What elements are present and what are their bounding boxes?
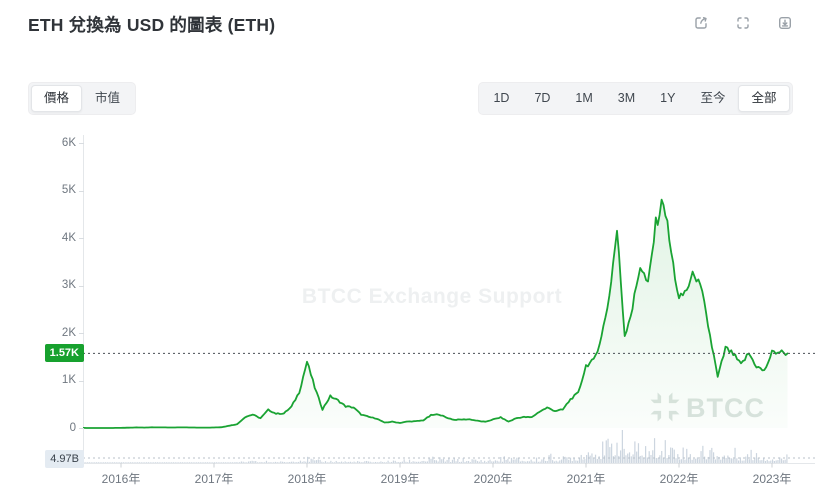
price-chart-svg bbox=[83, 135, 815, 468]
range-1y[interactable]: 1Y bbox=[648, 86, 688, 111]
range-1m[interactable]: 1M bbox=[563, 86, 605, 111]
x-axis-label: 2016年 bbox=[101, 472, 141, 486]
y-axis-tick bbox=[79, 285, 84, 287]
x-axis-label: 2022年 bbox=[659, 472, 699, 486]
x-axis-label: 2020年 bbox=[473, 472, 513, 486]
header: ETH 兌換為 USD 的圖表 (ETH) bbox=[28, 8, 797, 37]
current-volume-badge: 4.97B bbox=[45, 450, 84, 468]
y-axis-tick bbox=[79, 380, 84, 382]
range-all[interactable]: 全部 bbox=[737, 85, 790, 112]
y-axis-label: 0 bbox=[69, 421, 76, 434]
y-axis-label: 4K bbox=[61, 231, 76, 244]
fullscreen-icon bbox=[733, 13, 755, 33]
range-1d[interactable]: 1D bbox=[481, 86, 522, 111]
x-axis-label: 2023年 bbox=[752, 472, 792, 486]
y-axis-label: 6K bbox=[61, 136, 76, 149]
x-axis-label: 2019年 bbox=[380, 472, 420, 486]
page-title: ETH 兌換為 USD 的圖表 (ETH) bbox=[28, 15, 276, 35]
x-axis-label: 2018年 bbox=[287, 472, 327, 486]
y-axis-tick bbox=[79, 238, 84, 239]
range-selector: 1D 7D 1M 3M 1Y 至今 全部 bbox=[477, 82, 793, 115]
controls-row: 價格 市值 1D 7D 1M 3M 1Y 至今 全部 bbox=[28, 82, 793, 115]
range-7d[interactable]: 7D bbox=[522, 86, 563, 111]
download-icon bbox=[775, 13, 797, 33]
metric-tabs: 價格 市值 bbox=[28, 82, 137, 115]
download-button[interactable] bbox=[775, 12, 797, 34]
y-axis-tick bbox=[79, 143, 84, 144]
header-actions bbox=[691, 8, 797, 34]
y-axis-label: 5K bbox=[61, 184, 76, 196]
y-axis-tick bbox=[79, 428, 84, 429]
range-3m[interactable]: 3M bbox=[605, 86, 647, 111]
tab-price[interactable]: 價格 bbox=[31, 85, 83, 112]
y-axis-label: 1K bbox=[61, 374, 76, 386]
share-button[interactable] bbox=[691, 12, 713, 34]
x-axis-label: 2021年 bbox=[566, 472, 606, 486]
current-price-badge: 1.57K bbox=[44, 344, 84, 362]
y-axis-tick bbox=[79, 333, 84, 334]
fullscreen-button[interactable] bbox=[733, 12, 755, 34]
range-ytd[interactable]: 至今 bbox=[688, 86, 738, 111]
y-axis-tick bbox=[79, 190, 84, 192]
y-axis-label: 2K bbox=[61, 326, 76, 339]
tab-market-cap[interactable]: 市值 bbox=[82, 86, 133, 111]
watermark-text: BTCC Exchange Support bbox=[301, 285, 563, 308]
price-chart[interactable] bbox=[83, 135, 815, 468]
share-icon bbox=[691, 13, 713, 33]
y-axis-label: 3K bbox=[61, 279, 76, 291]
x-axis-label: 2017年 bbox=[194, 472, 234, 486]
